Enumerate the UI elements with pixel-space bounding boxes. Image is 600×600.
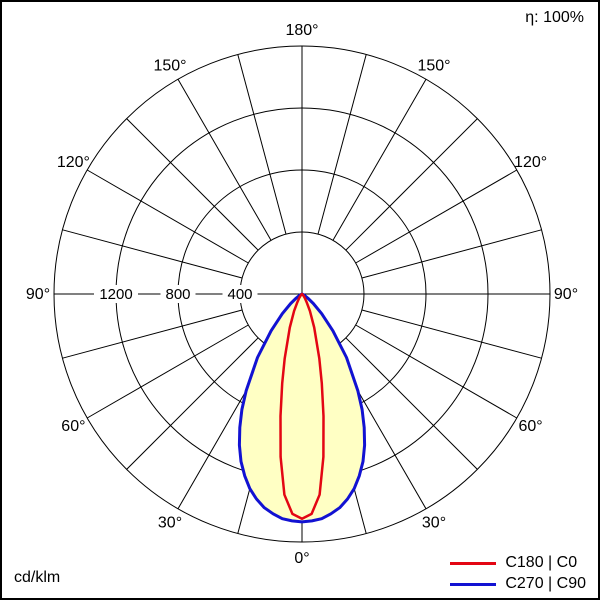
angle-label: 120° [514,154,547,171]
grid-line [345,118,478,251]
angle-label: 60° [518,418,542,435]
legend: C180 | C0 C270 | C90 [450,555,586,592]
grid-line [62,229,243,279]
ring-label: 800 [165,286,190,303]
grid-line [177,78,272,241]
ring-label: 400 [227,286,252,303]
grid-line [361,309,542,359]
angle-label: 30° [422,515,446,532]
ring-label: 1200 [99,286,132,303]
ring-label-bg [94,285,138,303]
legend-line [450,561,497,565]
ring-label-bg [160,285,196,303]
grid-line [86,324,249,419]
angle-label: 180° [285,22,318,39]
curve-c270-c90 [237,292,367,524]
legend-row: C270 | C90 [450,576,586,592]
curve-c180-c0 [279,292,325,521]
angle-label: 90° [554,286,578,303]
legend-label-c90: C270 | C90 [505,575,586,592]
angle-label: 90° [26,286,50,303]
legend-label-c0: C180 | C0 [505,554,578,571]
grid-line [355,324,518,419]
angle-label: 120° [57,154,90,171]
angle-label: 30° [158,515,182,532]
angle-label: 0° [294,550,309,567]
angle-label: 150° [417,57,450,74]
grid-line [332,78,427,241]
grid-line [355,169,518,264]
grid-line [126,118,259,251]
efficiency-label: η: 100% [525,9,584,26]
grid-line [86,169,249,264]
grid-line [62,309,243,359]
angle-label: 60° [61,418,85,435]
grid-line [237,54,287,235]
grid-line [317,54,367,235]
grid-line [345,337,478,470]
unit-label: cd/klm [14,569,61,586]
legend-line [450,582,497,586]
legend-row: C180 | C0 [450,555,586,571]
angle-label: 150° [153,57,186,74]
ring-label-bg [222,285,258,303]
grid-line [126,337,259,470]
grid-line [361,229,542,279]
